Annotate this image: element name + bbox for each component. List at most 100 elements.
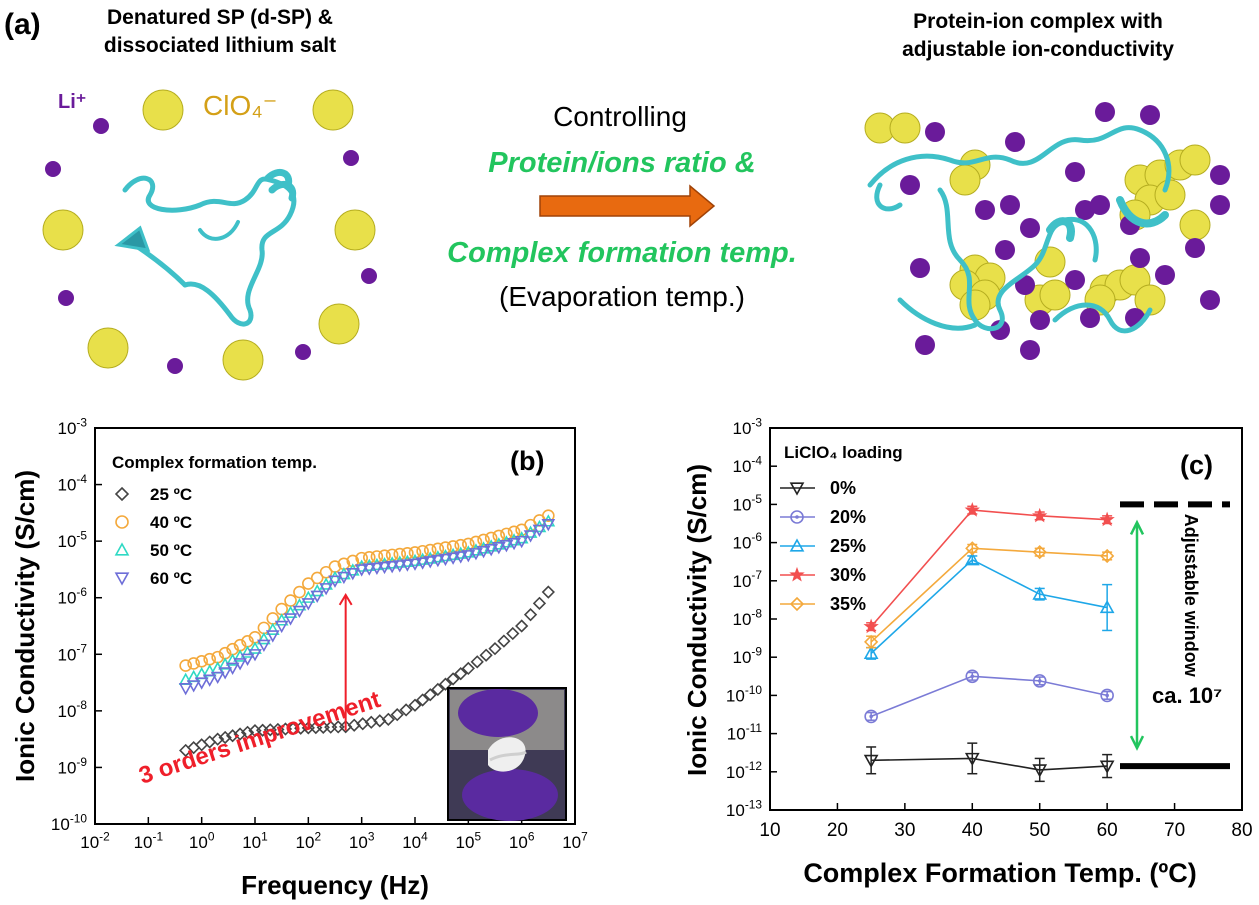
x-tick-label: 40 — [962, 820, 983, 841]
left-title-line1: Denatured SP (d-SP) & — [107, 6, 333, 29]
clo4-ion — [949, 164, 981, 196]
li-ion — [1185, 238, 1205, 258]
chart-c-legend-title: LiClO₄ loading — [784, 443, 903, 462]
data-point — [476, 546, 491, 559]
clo4-ion — [334, 209, 376, 251]
data-point — [399, 703, 413, 717]
data-point — [500, 527, 513, 541]
data-point — [1032, 545, 1047, 560]
data-point — [328, 575, 342, 588]
data-point — [310, 590, 325, 603]
data-point — [240, 653, 255, 666]
window-value: ca. 10⁷ — [1152, 683, 1222, 708]
data-point — [354, 564, 369, 577]
data-point-dot — [869, 714, 873, 719]
process-arrow — [539, 184, 716, 228]
legend-label: 30% — [830, 565, 866, 585]
series-3 — [178, 518, 556, 696]
data-point — [415, 557, 430, 570]
data-point — [491, 542, 506, 555]
data-point — [292, 598, 307, 611]
li-ion — [45, 161, 61, 177]
data-point — [430, 554, 445, 568]
x-tick-label: 104 — [402, 829, 428, 852]
arrow-green-text-1: Protein/ions ratio & — [488, 147, 755, 179]
data-point — [345, 563, 360, 576]
legend-marker — [789, 482, 805, 496]
legend-marker-dot — [795, 515, 799, 519]
window-label: Adjustable window — [1181, 514, 1201, 678]
chart-c-series — [863, 502, 1115, 783]
data-point — [515, 619, 529, 633]
chart-b-ylabel: Ionic Conductivity (S/cm) — [10, 470, 40, 782]
data-point — [470, 655, 484, 669]
li-ion — [295, 344, 311, 360]
data-point — [337, 566, 351, 580]
data-point — [439, 541, 452, 554]
li-label: Li⁺ — [58, 91, 86, 113]
right-title-line2: adjustable ion-conductivity — [902, 38, 1174, 61]
data-point — [488, 641, 502, 656]
series-1 — [864, 669, 1114, 724]
data-point — [446, 552, 460, 565]
series-3 — [863, 502, 1115, 634]
data-point — [523, 608, 538, 622]
data-point — [362, 551, 376, 564]
data-point — [202, 674, 217, 687]
data-point — [195, 655, 208, 668]
data-point — [514, 535, 529, 549]
y-tick-label: 10-9 — [58, 755, 88, 778]
data-point — [274, 613, 289, 626]
data-point — [362, 563, 377, 576]
chart-b-legend-title: Complex formation temp. — [112, 453, 317, 472]
series-0 — [179, 585, 555, 758]
data-point — [469, 535, 483, 549]
data-point — [964, 502, 980, 517]
data-point — [438, 553, 453, 567]
inset-photo — [447, 687, 567, 821]
li-ion — [1210, 195, 1230, 215]
data-point — [319, 583, 333, 596]
data-point — [491, 537, 506, 550]
data-point — [541, 518, 556, 532]
chart-c-legend: 0% 20% 25% 30% 35% — [780, 478, 866, 614]
data-point — [310, 571, 324, 585]
data-point — [187, 657, 200, 670]
data-point — [381, 712, 395, 726]
data-point — [378, 549, 391, 562]
data-point — [178, 683, 193, 696]
chart-b-frame — [94, 427, 576, 825]
x-tick-label: 10-1 — [134, 829, 164, 852]
data-point — [293, 585, 306, 599]
li-ion — [1005, 132, 1025, 152]
y-tick-label: 10-4 — [733, 454, 763, 477]
data-point — [1100, 548, 1115, 564]
legend-label: 35% — [830, 594, 866, 614]
x-tick-label: 103 — [349, 829, 375, 852]
data-point — [454, 667, 468, 681]
legend-label: 25% — [830, 536, 866, 556]
legend-marker — [790, 510, 804, 524]
y-tick-label: 10-4 — [58, 472, 88, 495]
clo4-ion — [42, 209, 84, 251]
data-point — [393, 547, 407, 561]
chart-c-ylabel: Ionic Conductivity (S/cm) — [682, 464, 712, 776]
y-tick-label: 10-8 — [58, 698, 88, 721]
data-point — [283, 613, 298, 626]
series-line — [870, 547, 1108, 643]
y-tick-label: 10-12 — [726, 759, 762, 782]
data-point — [218, 667, 232, 680]
data-point — [1031, 507, 1048, 523]
chart-b-xlabel: Frequency (Hz) — [241, 870, 429, 900]
data-point — [328, 570, 342, 584]
data-point — [541, 585, 555, 599]
data-point — [416, 544, 429, 558]
x-tick-label: 101 — [242, 829, 268, 852]
data-point — [400, 559, 415, 572]
panel-a-svg: (a) Denatured SP (d-SP) & dissociated li… — [4, 6, 1230, 381]
data-point — [194, 677, 209, 690]
data-point — [484, 539, 499, 552]
arrow-green-text-2: Complex formation temp. — [447, 237, 797, 269]
li-ion — [1200, 290, 1220, 310]
clo4-ion — [222, 339, 264, 381]
